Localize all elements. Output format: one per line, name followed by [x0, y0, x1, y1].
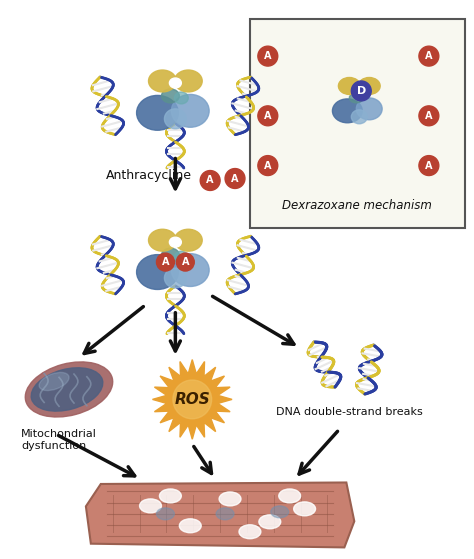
Ellipse shape — [164, 109, 186, 129]
Ellipse shape — [219, 492, 241, 506]
Circle shape — [258, 46, 278, 66]
Circle shape — [200, 170, 220, 191]
Text: A: A — [264, 111, 272, 121]
Ellipse shape — [259, 515, 281, 529]
Text: DNA double-strand breaks: DNA double-strand breaks — [276, 408, 423, 418]
Ellipse shape — [31, 368, 103, 411]
Text: A: A — [425, 111, 433, 121]
Ellipse shape — [279, 489, 301, 503]
Text: A: A — [425, 160, 433, 170]
Ellipse shape — [162, 89, 179, 103]
Circle shape — [351, 81, 371, 101]
Text: Dexrazoxane mechanism: Dexrazoxane mechanism — [283, 199, 432, 212]
Text: D: D — [356, 86, 366, 96]
Ellipse shape — [338, 78, 360, 94]
Ellipse shape — [174, 251, 188, 263]
Ellipse shape — [271, 506, 289, 518]
Text: A: A — [162, 257, 169, 267]
Ellipse shape — [332, 99, 362, 123]
Ellipse shape — [159, 489, 182, 503]
Ellipse shape — [169, 237, 182, 247]
Ellipse shape — [356, 98, 382, 120]
Text: A: A — [182, 257, 189, 267]
Ellipse shape — [156, 508, 174, 520]
Ellipse shape — [351, 110, 367, 124]
Circle shape — [173, 380, 212, 419]
Text: A: A — [231, 173, 239, 183]
Text: ROS: ROS — [174, 392, 210, 407]
Ellipse shape — [172, 94, 209, 127]
Ellipse shape — [162, 248, 179, 262]
Ellipse shape — [148, 229, 176, 251]
Ellipse shape — [294, 502, 316, 516]
Ellipse shape — [358, 78, 380, 94]
Circle shape — [156, 253, 174, 271]
Circle shape — [419, 46, 439, 66]
Circle shape — [419, 155, 439, 176]
Ellipse shape — [349, 93, 363, 103]
Ellipse shape — [216, 508, 234, 520]
Ellipse shape — [239, 525, 261, 539]
Ellipse shape — [137, 96, 178, 130]
Ellipse shape — [137, 254, 178, 290]
Text: A: A — [264, 160, 272, 170]
Ellipse shape — [172, 254, 209, 286]
Text: A: A — [425, 51, 433, 61]
Polygon shape — [86, 482, 354, 547]
Ellipse shape — [25, 362, 113, 417]
Ellipse shape — [174, 70, 202, 92]
Text: A: A — [264, 51, 272, 61]
Circle shape — [176, 253, 194, 271]
Circle shape — [258, 106, 278, 126]
Ellipse shape — [148, 70, 176, 92]
Circle shape — [225, 169, 245, 188]
Bar — [250, 20, 465, 228]
Text: Mitochondrial
dysfunction: Mitochondrial dysfunction — [21, 429, 97, 451]
Ellipse shape — [174, 92, 188, 104]
Ellipse shape — [39, 372, 69, 391]
Polygon shape — [153, 359, 232, 439]
Circle shape — [258, 155, 278, 176]
Ellipse shape — [354, 83, 364, 91]
Ellipse shape — [174, 229, 202, 251]
Ellipse shape — [169, 78, 182, 88]
Ellipse shape — [164, 268, 186, 288]
Ellipse shape — [179, 519, 201, 533]
Text: A: A — [206, 176, 214, 186]
Ellipse shape — [139, 499, 162, 513]
Text: Anthracycline: Anthracycline — [106, 169, 192, 182]
Circle shape — [419, 106, 439, 126]
